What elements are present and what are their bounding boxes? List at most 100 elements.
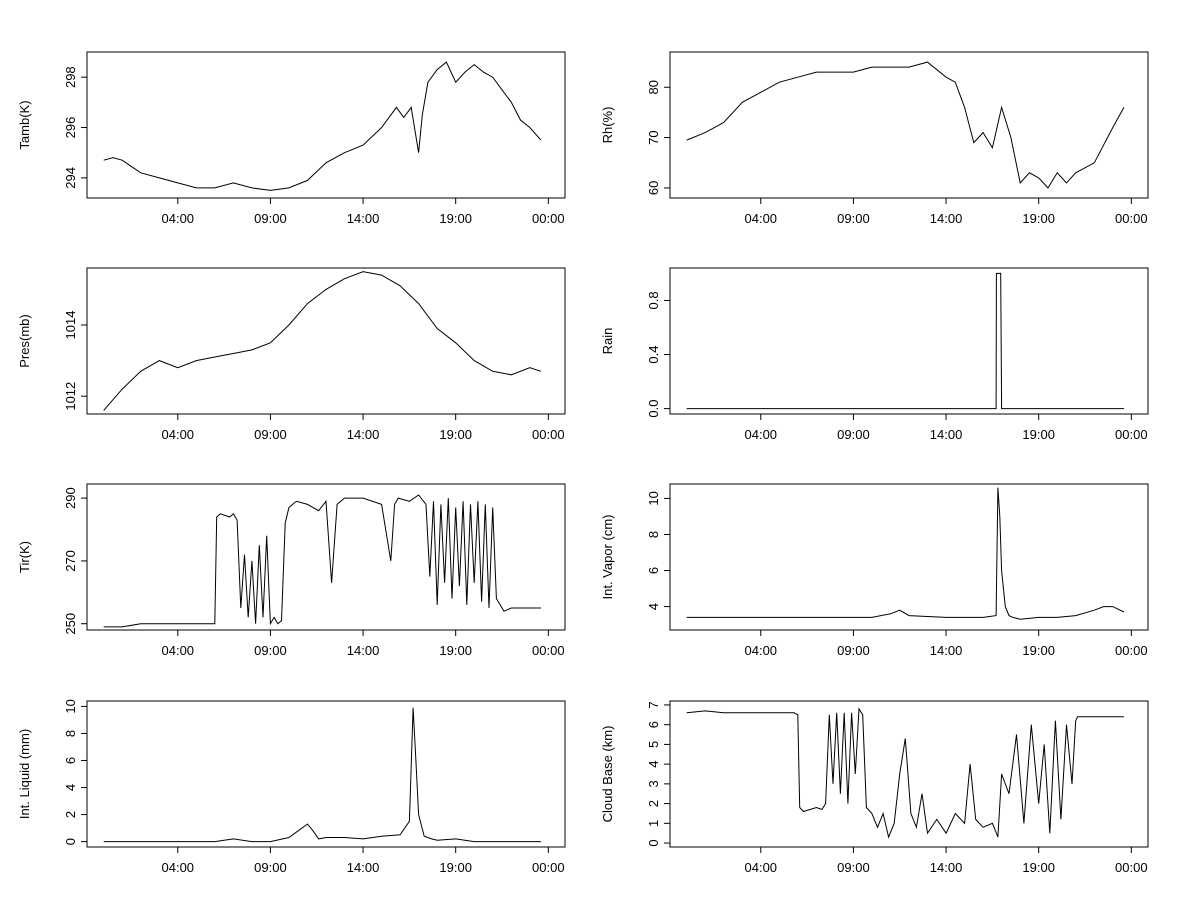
x-tick-label: 19:00 — [1022, 427, 1055, 442]
x-tick-label: 00:00 — [532, 643, 565, 658]
x-tick-label: 00:00 — [1115, 860, 1148, 875]
y-tick-label: 6 — [63, 757, 78, 764]
y-axis-label: Tir(K) — [17, 541, 32, 573]
y-tick-label: 0.4 — [646, 345, 661, 363]
x-tick-label: 14:00 — [347, 643, 380, 658]
x-tick-label: 04:00 — [162, 643, 195, 658]
x-tick-label: 19:00 — [439, 427, 472, 442]
x-tick-label: 14:00 — [930, 427, 963, 442]
x-tick-label: 19:00 — [1022, 860, 1055, 875]
x-tick-label: 09:00 — [837, 427, 870, 442]
x-tick-label: 09:00 — [254, 643, 287, 658]
series-line — [103, 494, 541, 628]
series-line — [686, 707, 1124, 839]
y-tick-label: 1014 — [63, 311, 78, 340]
x-tick-label: 00:00 — [1115, 643, 1148, 658]
y-axis-label: Tamb(K) — [17, 100, 32, 149]
y-tick-label: 1 — [646, 820, 661, 827]
x-tick-label: 09:00 — [837, 860, 870, 875]
panel-7: 04:00 09:00 14:00 19:00 00:00 0 2 4 6 8 10 Int. Liq… — [17, 699, 566, 875]
plot-frame — [86, 51, 566, 199]
panel-4: 04:00 09:00 14:00 19:00 00:00 0.0 0.4 0.8 Rain — [600, 267, 1149, 442]
x-tick-label: 09:00 — [254, 211, 287, 226]
y-tick-label: 4 — [63, 784, 78, 791]
y-tick-label: 1012 — [63, 382, 78, 411]
panel-2: 04:00 09:00 14:00 19:00 00:00 60 70 80 Rh(%) — [600, 51, 1149, 226]
y-tick-label: 10 — [646, 491, 661, 505]
series-line — [686, 272, 1124, 410]
x-tick-label: 09:00 — [837, 643, 870, 658]
y-tick-label: 250 — [63, 613, 78, 635]
panel-6: 04:00 09:00 14:00 19:00 00:00 4 6 8 10 Int. Vapor… — [600, 483, 1149, 658]
x-tick-label: 14:00 — [347, 860, 380, 875]
y-axis-label: Cloud Base (km) — [600, 726, 615, 823]
y-tick-label: 80 — [646, 80, 661, 94]
plot-frame — [86, 700, 566, 848]
x-tick-label: 00:00 — [532, 860, 565, 875]
x-tick-label: 04:00 — [162, 427, 195, 442]
x-tick-label: 19:00 — [439, 643, 472, 658]
y-axis-label: Rain — [600, 328, 615, 355]
y-axis-label: Pres(mb) — [17, 314, 32, 367]
x-tick-label: 14:00 — [930, 860, 963, 875]
series-line — [103, 271, 542, 411]
x-tick-label: 04:00 — [162, 860, 195, 875]
x-tick-label: 14:00 — [930, 211, 963, 226]
y-tick-label: 2 — [63, 811, 78, 818]
y-tick-label: 10 — [63, 699, 78, 713]
y-tick-label: 0.0 — [646, 400, 661, 418]
x-tick-label: 19:00 — [439, 860, 472, 875]
y-axis-label: Rh(%) — [600, 107, 615, 144]
y-tick-label: 8 — [646, 531, 661, 538]
x-tick-label: 00:00 — [1115, 211, 1148, 226]
series-line — [103, 707, 541, 843]
x-tick-label: 09:00 — [254, 427, 287, 442]
y-tick-label: 6 — [646, 567, 661, 574]
y-tick-label: 7 — [646, 701, 661, 708]
x-tick-label: 09:00 — [254, 860, 287, 875]
x-tick-label: 04:00 — [745, 643, 778, 658]
series-line — [686, 487, 1125, 620]
y-tick-label: 60 — [646, 181, 661, 195]
y-axis-label: Int. Vapor (cm) — [600, 514, 615, 599]
plot-frame — [669, 267, 1149, 415]
x-tick-label: 09:00 — [837, 211, 870, 226]
panel-1: 04:00 09:00 14:00 19:00 00:00 294 296 298 Tamb(K… — [17, 51, 566, 226]
x-tick-label: 14:00 — [930, 643, 963, 658]
panel-5: 04:00 09:00 14:00 19:00 00:00 250 270 290 Tir(K) — [17, 483, 566, 658]
y-tick-label: 2 — [646, 800, 661, 807]
y-tick-label: 270 — [63, 550, 78, 572]
x-tick-label: 00:00 — [532, 211, 565, 226]
x-tick-label: 19:00 — [1022, 643, 1055, 658]
y-tick-label: 70 — [646, 130, 661, 144]
x-tick-label: 14:00 — [347, 211, 380, 226]
x-tick-label: 04:00 — [745, 860, 778, 875]
plot-frame — [669, 483, 1149, 631]
series-line — [686, 61, 1125, 189]
y-tick-label: 5 — [646, 741, 661, 748]
x-tick-label: 19:00 — [1022, 211, 1055, 226]
y-tick-label: 3 — [646, 780, 661, 787]
y-tick-label: 296 — [63, 117, 78, 139]
y-tick-label: 0 — [646, 839, 661, 846]
x-tick-label: 04:00 — [745, 211, 778, 226]
x-tick-label: 04:00 — [162, 211, 195, 226]
y-tick-label: 0 — [63, 838, 78, 845]
y-tick-label: 8 — [63, 730, 78, 737]
x-tick-label: 14:00 — [347, 427, 380, 442]
y-tick-label: 4 — [646, 761, 661, 768]
plot-frame — [669, 700, 1149, 848]
series-line — [103, 61, 542, 191]
y-tick-label: 4 — [646, 603, 661, 610]
x-tick-label: 04:00 — [745, 427, 778, 442]
panel-3: 04:00 09:00 14:00 19:00 00:00 1012 1014 Pres(mb… — [17, 267, 566, 442]
y-tick-label: 294 — [63, 167, 78, 189]
y-tick-label: 290 — [63, 487, 78, 509]
y-tick-label: 6 — [646, 721, 661, 728]
x-tick-label: 19:00 — [439, 211, 472, 226]
x-tick-label: 00:00 — [1115, 427, 1148, 442]
y-tick-label: 298 — [63, 66, 78, 88]
x-tick-label: 00:00 — [532, 427, 565, 442]
panel-8: 04:00 09:00 14:00 19:00 00:00 0 1 2 3 4 5 6 7 Cloud B… — [600, 700, 1149, 875]
